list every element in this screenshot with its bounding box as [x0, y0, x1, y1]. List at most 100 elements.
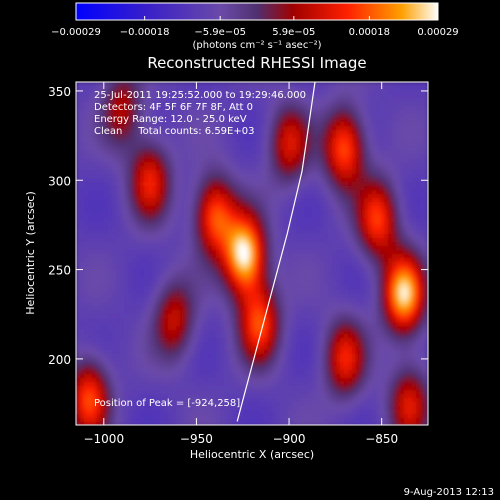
- heatmap-cell: [348, 262, 353, 267]
- heatmap-cell: [192, 154, 197, 159]
- heatmap-cell: [204, 206, 209, 211]
- heatmap-cell: [420, 254, 425, 259]
- heatmap-cell: [288, 294, 293, 299]
- heatmap-cell: [280, 170, 285, 175]
- heatmap-cell: [368, 82, 373, 87]
- heatmap-cell: [388, 234, 393, 239]
- heatmap-cell: [368, 282, 373, 287]
- heatmap-cell: [244, 266, 249, 271]
- heatmap-cell: [308, 102, 313, 107]
- heatmap-cell: [268, 290, 273, 295]
- heatmap-cell: [312, 118, 317, 123]
- heatmap-cell: [208, 270, 213, 275]
- heatmap-cell: [328, 222, 333, 227]
- heatmap-cell: [80, 106, 85, 111]
- heatmap-cell: [312, 254, 317, 259]
- heatmap-cell: [144, 194, 149, 199]
- heatmap-cell: [320, 282, 325, 287]
- heatmap-cell: [224, 222, 229, 227]
- heatmap-cell: [228, 86, 233, 91]
- heatmap-cell: [348, 194, 353, 199]
- heatmap-cell: [304, 266, 309, 271]
- heatmap-cell: [192, 158, 197, 163]
- heatmap-cell: [284, 158, 289, 163]
- heatmap-cell: [212, 102, 217, 107]
- heatmap-cell: [172, 90, 177, 95]
- heatmap-cell: [88, 122, 93, 127]
- heatmap-cell: [324, 214, 329, 219]
- heatmap-cell: [128, 98, 133, 103]
- heatmap-cell: [300, 298, 305, 303]
- heatmap-cell: [416, 190, 421, 195]
- heatmap-cell: [392, 146, 397, 151]
- heatmap-cell: [192, 118, 197, 123]
- heatmap-cell: [420, 218, 425, 223]
- heatmap-cell: [84, 198, 89, 203]
- heatmap-cell: [388, 286, 393, 291]
- heatmap-cell: [212, 266, 217, 271]
- heatmap-cell: [356, 246, 361, 251]
- heatmap-cell: [176, 98, 181, 103]
- heatmap-cell: [216, 254, 221, 259]
- heatmap-cell: [84, 270, 89, 275]
- heatmap-cell: [280, 202, 285, 207]
- heatmap-cell: [384, 238, 389, 243]
- heatmap-cell: [128, 266, 133, 271]
- heatmap-cell: [184, 182, 189, 187]
- heatmap-cell: [188, 222, 193, 227]
- heatmap-cell: [200, 210, 205, 215]
- heatmap-cell: [304, 190, 309, 195]
- heatmap-cell: [396, 182, 401, 187]
- heatmap-cell: [356, 126, 361, 131]
- heatmap-cell: [172, 174, 177, 179]
- heatmap-cell: [252, 202, 257, 207]
- heatmap-cell: [344, 178, 349, 183]
- heatmap-cell: [168, 278, 173, 283]
- heatmap-cell: [92, 270, 97, 275]
- heatmap-cell: [80, 158, 85, 163]
- heatmap-cell: [92, 242, 97, 247]
- heatmap-cell: [268, 118, 273, 123]
- heatmap-cell: [260, 270, 265, 275]
- heatmap-cell: [256, 106, 261, 111]
- heatmap-cell: [420, 230, 425, 235]
- heatmap-cell: [372, 194, 377, 199]
- heatmap-cell: [328, 282, 333, 287]
- heatmap-cell: [188, 214, 193, 219]
- heatmap-cell: [264, 82, 269, 87]
- heatmap-cell: [188, 146, 193, 151]
- heatmap-cell: [304, 222, 309, 227]
- heatmap-cell: [80, 290, 85, 295]
- heatmap-cell: [372, 130, 377, 135]
- heatmap-cell: [360, 198, 365, 203]
- heatmap-cell: [252, 150, 257, 155]
- heatmap-cell: [336, 166, 341, 171]
- heatmap-cell: [188, 218, 193, 223]
- heatmap-cell: [144, 126, 149, 131]
- heatmap-cell: [376, 126, 381, 131]
- heatmap-cell: [388, 106, 393, 111]
- heatmap-cell: [92, 238, 97, 243]
- heatmap-cell: [116, 158, 121, 163]
- heatmap-cell: [104, 94, 109, 99]
- heatmap-cell: [164, 102, 169, 107]
- heatmap-cell: [192, 210, 197, 215]
- heatmap-cell: [420, 286, 425, 291]
- heatmap-cell: [392, 186, 397, 191]
- heatmap-cell: [180, 146, 185, 151]
- heatmap-cell: [160, 306, 165, 311]
- heatmap-cell: [100, 162, 105, 167]
- heatmap-cell: [256, 126, 261, 131]
- heatmap-cell: [192, 102, 197, 107]
- heatmap-cell: [140, 130, 145, 135]
- heatmap-cell: [292, 278, 297, 283]
- heatmap-cell: [156, 94, 161, 99]
- heatmap-cell: [348, 238, 353, 243]
- heatmap-cell: [280, 90, 285, 95]
- heatmap-cell: [84, 258, 89, 263]
- heatmap-cell: [140, 226, 145, 231]
- heatmap-cell: [304, 118, 309, 123]
- heatmap-cell: [232, 270, 237, 275]
- heatmap-cell: [288, 142, 293, 147]
- heatmap-cell: [380, 302, 385, 307]
